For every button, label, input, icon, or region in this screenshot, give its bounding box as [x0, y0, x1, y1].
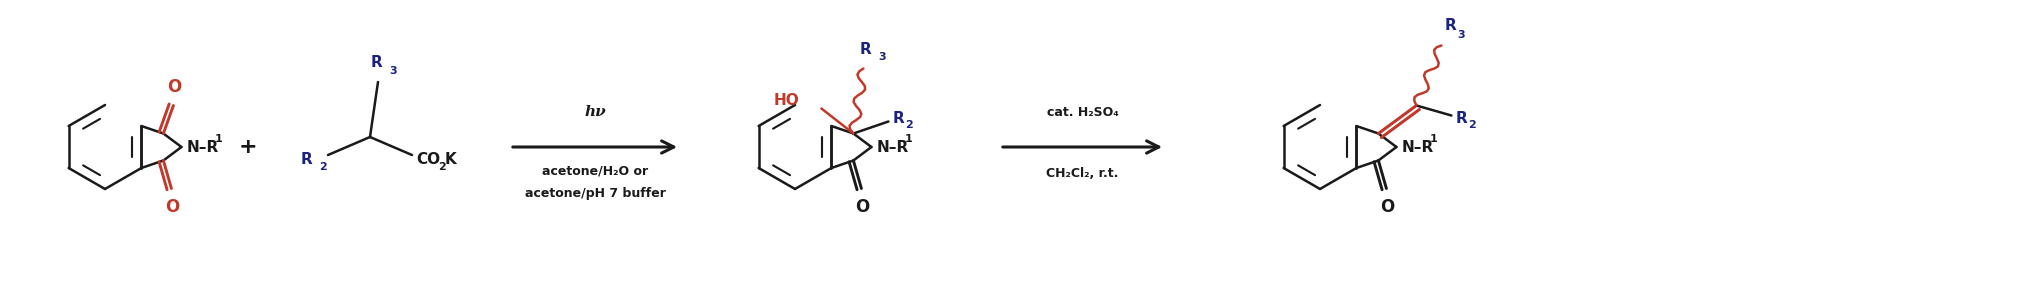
Text: acetone/H₂O or: acetone/H₂O or: [541, 165, 649, 178]
Text: hν: hν: [584, 105, 606, 119]
Text: R: R: [859, 41, 872, 56]
Text: 2: 2: [906, 121, 912, 131]
Text: 2: 2: [318, 162, 326, 172]
Text: 3: 3: [878, 53, 886, 63]
Text: N–R: N–R: [186, 139, 219, 155]
Text: N–R: N–R: [876, 139, 908, 155]
Text: acetone/pH 7 buffer: acetone/pH 7 buffer: [525, 187, 665, 200]
Text: 3: 3: [1457, 29, 1466, 39]
Text: 2: 2: [1468, 121, 1476, 131]
Text: R: R: [300, 153, 312, 168]
Text: 1: 1: [904, 134, 912, 144]
Text: CO: CO: [416, 153, 440, 168]
Text: cat. H₂SO₄: cat. H₂SO₄: [1046, 106, 1119, 119]
Text: O: O: [1380, 198, 1395, 216]
Text: R: R: [1445, 19, 1455, 34]
Text: O: O: [855, 198, 870, 216]
Text: 1: 1: [1429, 134, 1437, 144]
Text: R: R: [371, 55, 381, 70]
Text: +: +: [239, 137, 257, 157]
Text: CH₂Cl₂, r.t.: CH₂Cl₂, r.t.: [1046, 167, 1119, 180]
Text: 1: 1: [215, 134, 223, 144]
Text: R: R: [892, 111, 904, 126]
Text: R: R: [1455, 111, 1468, 126]
Text: HO: HO: [774, 93, 799, 108]
Text: 3: 3: [389, 66, 397, 76]
Text: 2: 2: [438, 162, 446, 172]
Text: K: K: [446, 153, 456, 168]
Text: O: O: [168, 78, 182, 96]
Text: O: O: [166, 198, 180, 216]
Text: N–R: N–R: [1401, 139, 1433, 155]
